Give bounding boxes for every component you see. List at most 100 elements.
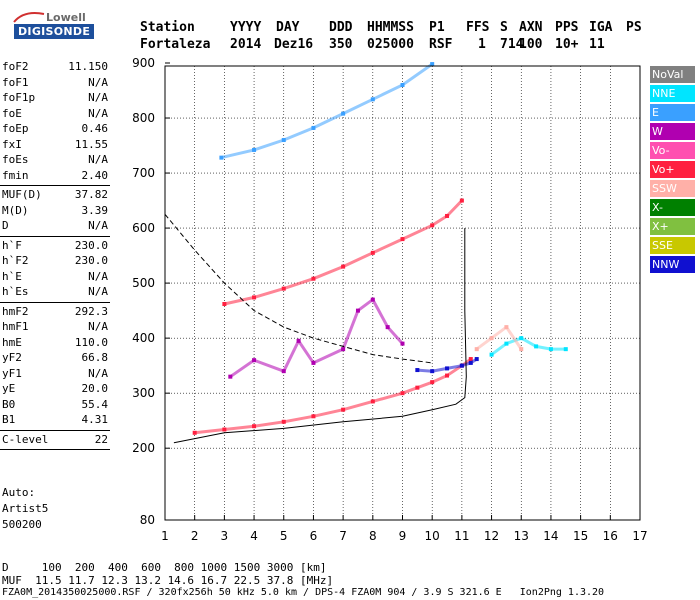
- parameter-name: hmF2: [2, 304, 29, 318]
- parameter-value: 20.0: [81, 382, 109, 395]
- trace-point: [459, 198, 464, 203]
- parameter-row: D N/A: [2, 219, 108, 233]
- parameter-value: 37.82: [74, 188, 108, 201]
- trace-line: [490, 336, 566, 356]
- header-value: RSF: [429, 37, 453, 52]
- electron-density-profile-curve: [173, 228, 467, 444]
- muf-curve: [164, 213, 433, 364]
- panel-separator: [0, 449, 110, 450]
- x-tick-label: 15: [573, 529, 588, 543]
- trace-line: [229, 297, 404, 378]
- parameter-name: foF1p: [2, 91, 36, 104]
- parameter-name: foEp: [2, 122, 29, 135]
- header-value: 1: [478, 37, 486, 52]
- parameter-row: fxI 11.55: [2, 138, 108, 152]
- header-value: 11: [589, 37, 605, 52]
- y-tick-label: 200: [132, 441, 155, 455]
- parameter-value: 66.8: [81, 351, 109, 364]
- parameter-value: N/A: [88, 366, 108, 380]
- auto-label: Auto:: [2, 486, 36, 499]
- parameter-row: B1 4.31: [2, 413, 108, 427]
- trace-point: [474, 357, 479, 362]
- parameter-name: foF2: [2, 60, 29, 73]
- legend-item: NNW: [650, 256, 695, 273]
- parameter-name: hmF1: [2, 320, 29, 333]
- x-tick-label: 7: [339, 529, 347, 543]
- parameter-name: yF2: [2, 351, 22, 364]
- parameter-value: N/A: [88, 269, 108, 283]
- parameter-row: h`F2 230.0: [2, 254, 108, 268]
- x-tick-label: 16: [603, 529, 618, 543]
- parameter-value: 0.46: [81, 122, 109, 135]
- parameter-value: N/A: [88, 285, 108, 298]
- parameter-row: hmE 110.0: [2, 336, 108, 350]
- legend-item: W: [650, 123, 695, 140]
- parameter-value: 230.0: [74, 238, 108, 252]
- x-tick-label: 17: [632, 529, 647, 543]
- chart-axes: 1 2 3 4 5 6 7 8 9 10 11 12 13 14 15 16 17802003004005006…: [132, 56, 648, 543]
- parameter-row: yE 20.0: [2, 382, 108, 396]
- y-tick-label: 900: [132, 56, 155, 70]
- x-tick-label: 1: [161, 529, 169, 543]
- parameter-value: 55.4: [81, 397, 109, 411]
- x-tick-label: 12: [484, 529, 499, 543]
- header-label: AXN: [519, 20, 543, 35]
- x-tick-label: 5: [280, 529, 288, 543]
- parameter-name: foF1: [2, 75, 29, 89]
- parameter-value: 2.40: [81, 168, 109, 182]
- header-label: DAY: [276, 20, 300, 35]
- parameter-value: N/A: [88, 91, 108, 104]
- header-label: PS: [626, 20, 642, 35]
- header-label: PPS: [555, 20, 579, 35]
- legend-item: X+: [650, 218, 695, 235]
- parameter-row: foF1p N/A: [2, 91, 108, 105]
- parameter-name: foE: [2, 106, 22, 120]
- trace-line: [224, 199, 463, 306]
- x-tick-label: 13: [514, 529, 529, 543]
- trace-point: [489, 352, 494, 357]
- trace-point: [400, 341, 405, 346]
- header-label: Station: [140, 20, 195, 35]
- parameter-name: B0: [2, 397, 16, 411]
- file-info-row: FZA0M_2014350025000.RSF / 320fx256h 50 k…: [2, 587, 605, 598]
- lowell-digisonde-logo: Lowell DIGISONDE: [8, 8, 128, 42]
- y-tick-label: 600: [132, 221, 155, 235]
- parameter-value: N/A: [88, 219, 108, 232]
- parameter-row: C-level 22: [2, 433, 108, 447]
- trace-point: [474, 347, 479, 352]
- header-value: 10+: [555, 37, 579, 52]
- trace-line: [221, 62, 434, 160]
- parameter-row: foEp 0.46: [2, 122, 108, 136]
- logo-line2: DIGISONDE: [14, 24, 95, 39]
- trace-series: [222, 198, 464, 307]
- parameter-row: foF1 N/A: [2, 76, 108, 90]
- parameter-name: yE: [2, 382, 16, 395]
- trace-series: [415, 357, 479, 374]
- parameter-name: MUF(D): [2, 188, 42, 201]
- parameter-name: fxI: [2, 137, 22, 151]
- parameter-name: D: [2, 219, 9, 232]
- parameter-name: M(D): [2, 203, 29, 217]
- trace-series: [228, 297, 405, 379]
- header-value: 100: [519, 37, 543, 52]
- trace-series: [474, 324, 524, 352]
- distance-row: D 100 200 400 600 800 1000 1500 3000 [km…: [2, 561, 327, 574]
- parameter-value: 3.39: [81, 203, 109, 217]
- trace-point: [468, 357, 473, 362]
- parameter-name: h`E: [2, 269, 22, 283]
- parameter-row: fmin 2.40: [2, 169, 108, 183]
- parameter-row: foEs N/A: [2, 153, 108, 167]
- plot-frame: [164, 65, 641, 521]
- panel-separator: [0, 301, 110, 303]
- parameter-name: fmin: [2, 168, 29, 182]
- y-tick-label: 80: [140, 513, 155, 527]
- parameter-name: h`F: [2, 238, 22, 252]
- chart-grid: [165, 66, 640, 520]
- logo-swirl-icon: [13, 12, 45, 23]
- trace-line: [475, 324, 523, 351]
- header-value: Dez16: [274, 37, 314, 52]
- parameter-value: 4.31: [81, 413, 109, 426]
- parameter-value: 292.3: [74, 304, 108, 318]
- header-value: 2014: [230, 37, 262, 52]
